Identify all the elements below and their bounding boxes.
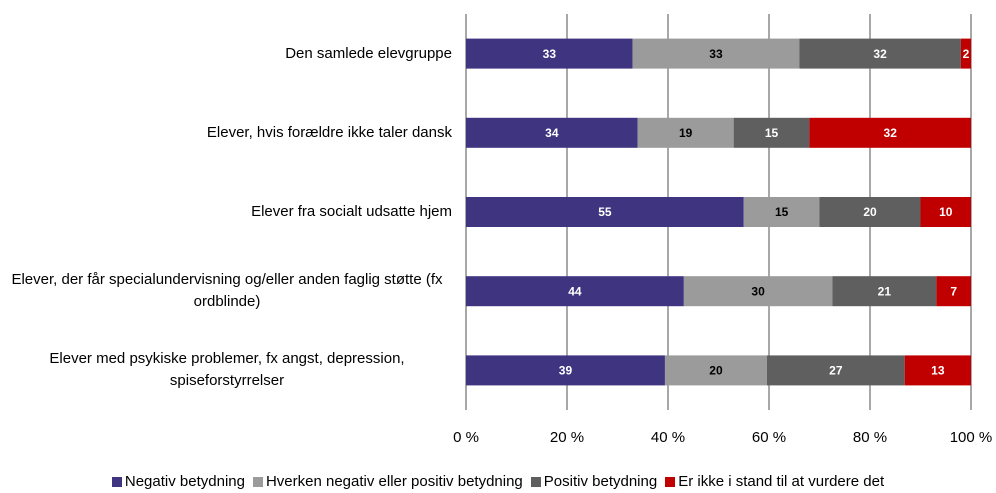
category-label: Elever med psykiske problemer, fx angst,… — [49, 350, 405, 390]
legend-swatch — [530, 476, 541, 487]
x-tick-label: 20 % — [550, 429, 584, 446]
data-label: 10 — [939, 205, 953, 219]
category-label: Elever, der får specialundervisning og/e… — [11, 271, 443, 311]
data-label: 19 — [679, 126, 693, 140]
bar-segment — [936, 276, 971, 307]
data-label: 7 — [950, 284, 957, 298]
bar-segment — [743, 197, 820, 227]
data-label: 15 — [765, 126, 779, 140]
data-label: 55 — [598, 205, 612, 219]
data-label: 32 — [884, 126, 898, 140]
data-label: 13 — [931, 364, 945, 378]
legend-label: Negativ betydning — [124, 473, 245, 490]
x-tick-label: 60 % — [752, 429, 786, 446]
data-label: 27 — [829, 364, 843, 378]
category-label: Den samlede elevgruppe — [285, 44, 452, 62]
x-tick-label: 40 % — [651, 429, 685, 446]
legend-item: Positiv betydning — [530, 473, 658, 490]
x-tick-label: 80 % — [853, 429, 887, 446]
legend-label: Er ikke i stand til at vurdere det — [678, 473, 885, 490]
bar-segment — [799, 38, 961, 69]
bar-segment — [960, 38, 971, 69]
data-label: 30 — [751, 284, 765, 298]
data-label: 20 — [709, 364, 723, 378]
legend-swatch — [252, 476, 263, 487]
bar-segment — [819, 197, 921, 227]
data-label: 32 — [873, 47, 887, 61]
bar-segment — [683, 276, 833, 307]
data-label: 33 — [709, 47, 723, 61]
bar-segment — [466, 38, 633, 69]
x-tick-label: 100 % — [950, 429, 993, 446]
bar-segment — [466, 197, 744, 227]
legend-swatch — [665, 476, 676, 487]
data-label: 33 — [543, 47, 557, 61]
legend-label: Positiv betydning — [543, 473, 658, 490]
bar-segment — [832, 276, 937, 307]
x-tick-label: 0 % — [453, 429, 479, 446]
data-label: 21 — [878, 284, 892, 298]
category-label: Elever fra socialt udsatte hjem — [251, 203, 452, 220]
bar-segment — [637, 117, 734, 148]
bar-segment — [766, 355, 905, 386]
bar-segment — [466, 355, 665, 386]
bar-segment — [466, 276, 684, 307]
data-label: 34 — [545, 126, 559, 140]
data-label: 20 — [863, 205, 877, 219]
legend: Negativ betydning Hverken negativ eller p… — [0, 473, 996, 490]
legend-item: Negativ betydning — [111, 473, 245, 490]
bar-segment — [809, 117, 971, 148]
bar-segment — [733, 117, 810, 148]
legend-label: Hverken negativ eller positiv betydning — [265, 473, 523, 490]
bar-segment — [664, 355, 767, 386]
bar-segment — [920, 197, 971, 227]
data-label: 2 — [963, 47, 970, 61]
category-label: Elever, hvis forældre ikke taler dansk — [206, 123, 452, 141]
data-label: 15 — [775, 205, 789, 219]
legend-item: Er ikke i stand til at vurdere det — [665, 473, 884, 490]
data-label: 44 — [568, 284, 582, 298]
legend-item: Hverken negativ eller positiv betydning — [252, 473, 523, 490]
bar-segment — [904, 355, 971, 386]
legend-swatch — [111, 476, 122, 487]
data-label: 39 — [559, 364, 573, 378]
bar-segment — [466, 117, 638, 148]
bar-segment — [632, 38, 800, 69]
